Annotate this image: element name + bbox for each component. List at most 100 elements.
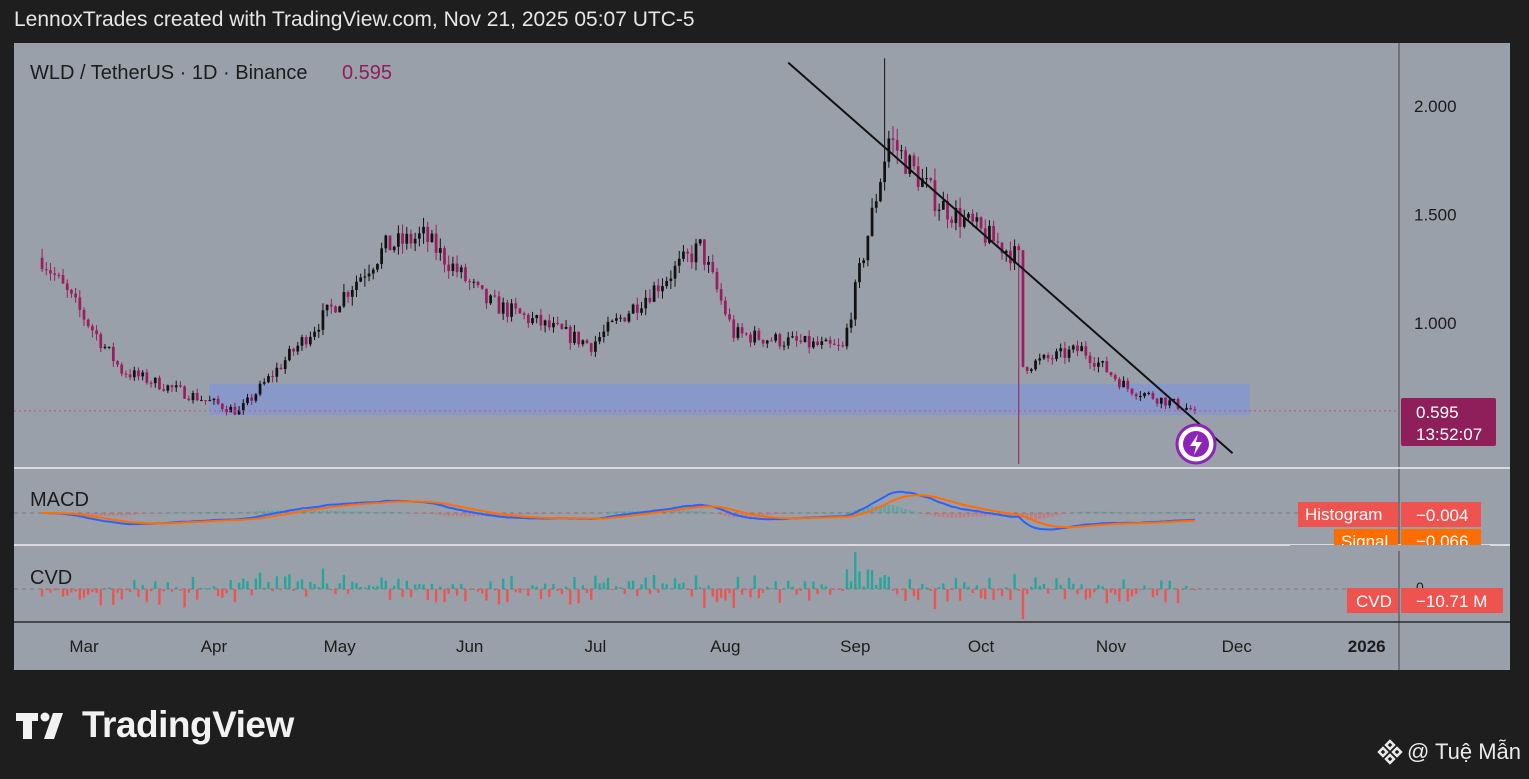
cvd-bar	[1055, 578, 1058, 589]
cvd-bar	[434, 589, 438, 603]
candle-body	[74, 293, 77, 298]
cvd-bar	[1147, 588, 1150, 590]
candle-body	[296, 345, 300, 352]
candle-body	[803, 336, 807, 342]
tradingview-logo-icon	[16, 712, 63, 739]
candle-body	[1143, 393, 1146, 397]
macd-histogram-bar	[698, 510, 702, 513]
cvd-bar	[367, 585, 371, 589]
macd-histogram-bar	[392, 512, 396, 513]
macd-histogram-bar	[1109, 511, 1113, 513]
cvd-bar	[1113, 589, 1117, 595]
candle-body	[241, 403, 245, 411]
alert-marker[interactable]	[1175, 423, 1217, 465]
cvd-bar	[908, 578, 911, 589]
candle-body	[791, 336, 794, 338]
candle-body	[682, 251, 685, 259]
candle-body	[795, 336, 798, 341]
macd-histogram-bar	[208, 512, 212, 513]
candle-body	[594, 341, 597, 352]
macd-histogram-bar	[359, 511, 363, 513]
macd-histogram-bar	[1151, 512, 1155, 513]
cvd-bar	[74, 589, 77, 592]
cvd-bar	[321, 568, 325, 589]
cvd-bar	[304, 589, 308, 597]
macd-histogram-bar	[438, 513, 442, 515]
macd-histogram-bar	[267, 510, 270, 513]
candle-body	[1004, 250, 1008, 254]
candle-body	[485, 288, 488, 304]
candle-body	[644, 297, 648, 309]
cvd-bar	[929, 589, 932, 591]
candle-body	[690, 253, 694, 263]
candle-body	[405, 233, 409, 244]
cvd-bar	[443, 589, 446, 602]
macd-histogram-bar	[124, 513, 128, 516]
cvd-bar	[954, 578, 958, 589]
candle-body	[1134, 393, 1138, 397]
candle-body	[183, 386, 186, 399]
macd-histogram-bar	[581, 513, 585, 514]
macd-histogram-bar	[556, 513, 560, 514]
candle-body	[258, 383, 262, 395]
cvd-bar	[1063, 589, 1067, 600]
cvd-bar	[384, 580, 388, 589]
cvd-bar	[418, 583, 421, 589]
macd-histogram-bar	[895, 506, 899, 513]
macd-histogram-bar	[346, 511, 350, 513]
macd-histogram-bar	[1084, 511, 1088, 513]
candle-body	[179, 385, 182, 387]
cvd-bar	[531, 585, 534, 589]
candle-body	[438, 248, 442, 253]
cvd-bar	[715, 589, 719, 603]
candle-body	[1101, 361, 1104, 363]
cvd-bar	[766, 586, 769, 589]
cvd-bar	[757, 589, 761, 599]
candle-body	[417, 233, 421, 239]
chart-panel[interactable]	[14, 43, 1510, 670]
cvd-bar	[376, 585, 379, 589]
tradingview-logo-text: TradingView	[82, 704, 294, 745]
macd-histogram-bar	[958, 513, 962, 518]
candle-body	[250, 397, 254, 401]
candle-body	[703, 239, 706, 265]
macd-histogram-bar	[1055, 513, 1058, 516]
candle-body	[556, 322, 560, 324]
cvd-bar	[837, 589, 840, 590]
cvd-bar	[858, 571, 861, 589]
cvd-bar	[615, 586, 618, 589]
cvd-label-text: CVD	[1356, 592, 1392, 611]
macd-histogram-bar	[1004, 513, 1008, 516]
cvd-bar	[950, 589, 953, 591]
cvd-bar	[1034, 577, 1037, 589]
resistance-trendline[interactable]	[787, 61, 1234, 454]
price-tag: 0.595 13:52:07	[1401, 398, 1496, 446]
cvd-bar	[137, 589, 140, 597]
candle-body	[946, 200, 949, 220]
candle-body	[57, 274, 61, 276]
cvd-bar	[1139, 589, 1142, 590]
cvd-bar	[690, 589, 694, 597]
candle-body	[1176, 398, 1180, 409]
candle-body	[669, 278, 673, 281]
symbol-title: WLD / TetherUS · 1D · Binance	[30, 62, 308, 84]
cvd-bar	[506, 589, 509, 603]
macd-histogram-bar	[686, 510, 690, 513]
macd-histogram-bar	[417, 513, 421, 514]
macd-histogram-bar	[1189, 512, 1193, 513]
cvd-bar	[569, 589, 572, 605]
cvd-bar	[933, 589, 937, 610]
macd-histogram-bar	[891, 505, 895, 513]
cvd-bar	[678, 583, 681, 589]
candle-body	[200, 400, 203, 402]
candle-body	[174, 385, 178, 388]
candle-body	[208, 400, 212, 402]
cvd-bar	[803, 581, 807, 589]
cvd-bar	[778, 589, 782, 603]
cvd-bar	[916, 589, 920, 601]
tradingview-logo[interactable]: TradingView	[16, 704, 294, 746]
candle-body	[204, 400, 207, 402]
macd-histogram-bar	[782, 513, 786, 514]
macd-histogram-bar	[1130, 512, 1134, 514]
